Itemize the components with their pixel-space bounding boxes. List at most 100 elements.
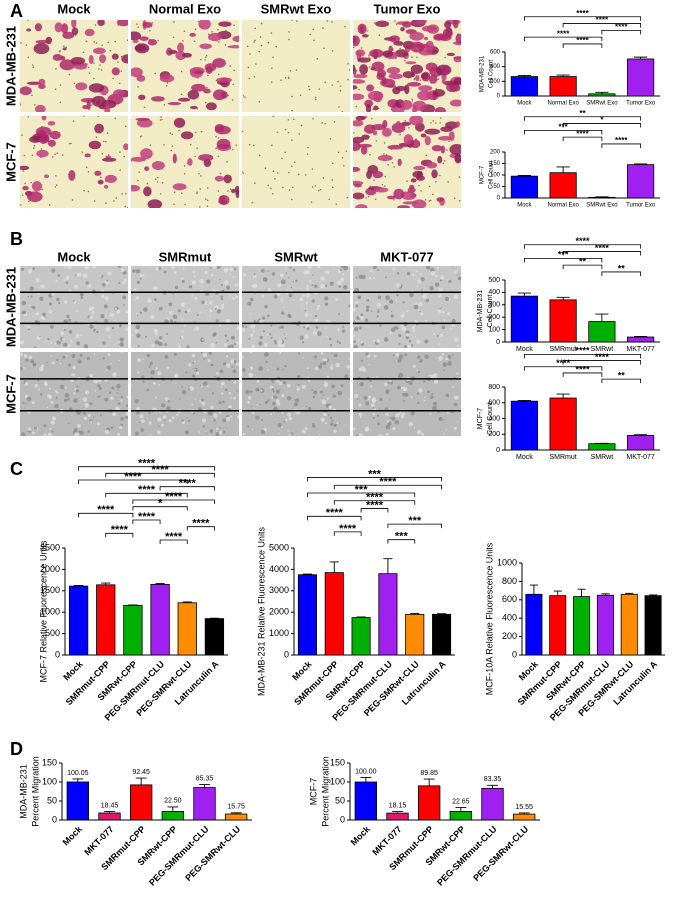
- cell: [448, 131, 455, 142]
- speckle: [242, 324, 243, 326]
- speckle: [403, 268, 406, 271]
- pore: [33, 145, 36, 147]
- speckle: [25, 358, 29, 362]
- y-tick-label: 1000: [40, 607, 60, 617]
- pore: [20, 103, 22, 105]
- speckle: [106, 365, 112, 370]
- speckle: [361, 367, 367, 372]
- speckle: [411, 326, 416, 330]
- pore: [172, 36, 175, 39]
- speckle: [324, 358, 328, 362]
- pore: [70, 142, 72, 145]
- speckle: [443, 369, 445, 372]
- cell: [443, 64, 450, 73]
- speckle: [430, 292, 432, 294]
- speckle: [49, 387, 52, 390]
- speckle: [445, 428, 448, 431]
- speckle: [288, 434, 291, 436]
- speckle: [343, 285, 348, 290]
- speckle: [267, 399, 270, 402]
- speckle: [337, 328, 341, 332]
- speckle: [242, 327, 245, 333]
- pore: [353, 132, 355, 134]
- pore: [306, 153, 309, 155]
- y-tick-label: 200: [488, 431, 500, 438]
- cell: [396, 120, 401, 127]
- speckle: [220, 298, 224, 301]
- speckle: [20, 339, 25, 345]
- speckle: [417, 429, 422, 435]
- error-bar: [356, 616, 366, 618]
- pore: [368, 54, 370, 57]
- pore: [23, 154, 26, 157]
- cell: [353, 35, 360, 47]
- speckle: [54, 403, 59, 409]
- speckle: [92, 415, 95, 418]
- pore: [85, 40, 88, 43]
- speckle: [436, 335, 439, 337]
- pore: [420, 189, 422, 192]
- cell: [416, 20, 427, 25]
- value-label: 100.00: [355, 768, 377, 775]
- x-tick-label: PEG-SMRwt-CLU: [471, 824, 530, 883]
- pore: [366, 29, 369, 32]
- y-axis-label: MDA-MB-231: [477, 290, 484, 333]
- speckle: [230, 397, 233, 400]
- speckle: [429, 412, 432, 415]
- bar: [351, 617, 371, 656]
- speckle: [287, 383, 291, 388]
- speckle: [184, 310, 188, 314]
- speckle: [298, 352, 301, 355]
- pore: [447, 181, 449, 183]
- speckle: [370, 310, 373, 312]
- speckle: [252, 274, 257, 278]
- y-tick-label: 0: [497, 94, 501, 100]
- speckle: [117, 266, 122, 268]
- cell: [41, 116, 47, 121]
- speckle: [76, 273, 80, 277]
- value-label: 18.45: [101, 802, 119, 809]
- speckle: [63, 300, 68, 304]
- y-tick-label: 0: [55, 649, 60, 659]
- pore: [370, 117, 373, 120]
- speckle: [201, 401, 206, 406]
- speckle: [440, 333, 444, 337]
- speckle: [209, 308, 213, 313]
- speckle: [104, 397, 109, 402]
- speckle: [273, 339, 277, 343]
- speckle: [114, 307, 118, 310]
- pore: [381, 183, 384, 186]
- column-header: Mock: [57, 1, 91, 16]
- cell: [371, 61, 385, 72]
- speckle: [329, 344, 333, 347]
- speckle: [267, 270, 270, 272]
- speckle: [429, 395, 434, 399]
- pore: [87, 170, 90, 173]
- speckle: [159, 343, 161, 345]
- speckle: [376, 339, 381, 344]
- pore: [73, 82, 76, 85]
- pore: [21, 134, 23, 136]
- pore: [255, 63, 257, 65]
- bar: [510, 295, 538, 343]
- significance-bracket: [307, 477, 442, 482]
- speckle: [306, 287, 310, 291]
- speckle: [50, 400, 54, 404]
- speckle: [94, 390, 96, 392]
- speckle: [37, 379, 40, 382]
- speckle: [249, 312, 251, 315]
- cell: [407, 82, 422, 87]
- bar: [525, 593, 543, 656]
- y-tick-label: 100: [488, 326, 500, 333]
- pore: [101, 44, 104, 47]
- speckle: [93, 328, 96, 332]
- x-tick-label: MKT-077: [626, 454, 655, 461]
- speckle: [405, 335, 410, 340]
- pore: [270, 187, 272, 190]
- pore: [384, 185, 386, 187]
- speckle: [125, 327, 128, 331]
- pore: [205, 198, 207, 200]
- speckle: [215, 341, 218, 344]
- pore: [248, 77, 251, 80]
- speckle: [102, 357, 105, 360]
